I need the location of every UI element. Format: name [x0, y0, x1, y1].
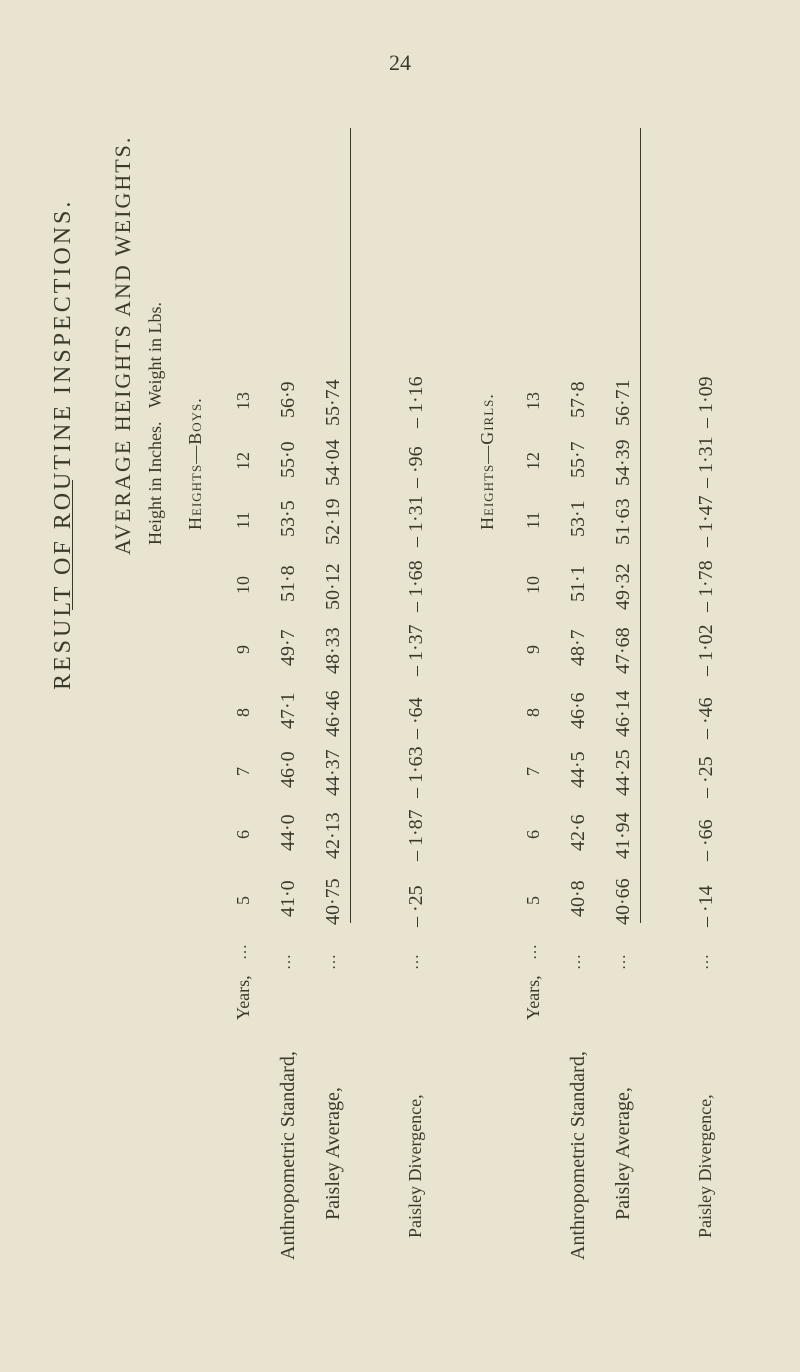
boys-anthro-7: 55·0: [277, 441, 300, 478]
boys-year-6: 11: [233, 512, 254, 529]
dots-years-boys: …: [233, 944, 251, 960]
girls-div-2: – ·25: [695, 756, 718, 798]
paisley-div-label-girls: Paisley Divergence,: [695, 1094, 716, 1238]
title-sub: AVERAGE HEIGHTS AND WEIGHTS.: [110, 136, 136, 555]
paisley-avg-label-boys: Paisley Average,: [322, 1087, 345, 1220]
boys-div-5: – 1·68: [405, 560, 428, 612]
boys-anthro-1: 44·0: [277, 814, 300, 851]
boys-div-7: – ·96: [405, 446, 428, 488]
dots-years-girls: …: [523, 944, 541, 960]
girls-div-7: – 1·31: [695, 436, 718, 488]
girls-divider: [640, 128, 641, 923]
boys-div-6: – 1·31: [405, 495, 428, 547]
girls-anthro-1: 42·6: [567, 814, 590, 851]
girls-div-4: – 1·02: [695, 624, 718, 676]
girls-avg-7: 54·39: [612, 439, 635, 486]
boys-divider: [350, 128, 351, 923]
boys-avg-7: 54·04: [322, 439, 345, 486]
boys-div-4: – 1·37: [405, 624, 428, 676]
boys-avg-5: 50·12: [322, 563, 345, 610]
girls-year-5: 10: [523, 576, 544, 594]
girls-year-8: 13: [523, 392, 544, 410]
girls-anthro-6: 53·1: [567, 500, 590, 537]
boys-year-1: 6: [233, 830, 254, 839]
girls-year-1: 6: [523, 830, 544, 839]
anthro-label-boys: Anthropometric Standard,: [277, 1051, 300, 1260]
dots-div-boys: …: [405, 954, 423, 970]
boys-year-7: 12: [233, 452, 254, 470]
girls-avg-3: 46·14: [612, 690, 635, 737]
girls-div-5: – 1·78: [695, 560, 718, 612]
paisley-avg-label-girls: Paisley Average,: [612, 1087, 635, 1220]
years-label-boys: Years,: [233, 975, 254, 1020]
boys-anthro-3: 47·1: [277, 692, 300, 729]
dots-avg-girls: …: [612, 954, 630, 970]
boys-anthro-0: 41·0: [277, 880, 300, 917]
boys-avg-1: 42·13: [322, 812, 345, 859]
girls-div-8: – 1·09: [695, 376, 718, 428]
paisley-div-label-boys: Paisley Divergence,: [405, 1094, 426, 1238]
boys-avg-8: 55·74: [322, 379, 345, 426]
girls-avg-5: 49·32: [612, 563, 635, 610]
girls-year-6: 11: [523, 512, 544, 529]
boys-year-5: 10: [233, 576, 254, 594]
dots-anthro-girls: …: [567, 954, 585, 970]
boys-avg-6: 52·19: [322, 498, 345, 545]
girls-year-4: 9: [523, 645, 544, 654]
girls-div-0: – ·14: [695, 885, 718, 927]
girls-div-3: – ·46: [695, 697, 718, 739]
boys-avg-3: 46·46: [322, 690, 345, 737]
boys-div-2: – 1·63: [405, 746, 428, 798]
boys-year-4: 9: [233, 645, 254, 654]
girls-anthro-2: 44·5: [567, 751, 590, 788]
boys-year-8: 13: [233, 392, 254, 410]
boys-anthro-4: 49·7: [277, 629, 300, 666]
girls-year-7: 12: [523, 452, 544, 470]
girls-anthro-8: 57·8: [567, 381, 590, 418]
boys-avg-4: 48·33: [322, 627, 345, 674]
heights-girls-label: Heights—Girls.: [477, 393, 498, 530]
girls-div-6: – 1·47: [695, 495, 718, 547]
boys-avg-0: 40·75: [322, 878, 345, 925]
boys-div-0: – ·25: [405, 885, 428, 927]
girls-avg-0: 40·66: [612, 878, 635, 925]
boys-year-3: 8: [233, 708, 254, 717]
title-weight-lbs: Weight in Lbs.: [145, 302, 166, 408]
girls-div-1: – ·66: [695, 819, 718, 861]
boys-div-8: – 1·16: [405, 376, 428, 428]
girls-anthro-4: 48·7: [567, 629, 590, 666]
dots-anthro-boys: …: [277, 954, 295, 970]
boys-anthro-5: 51·8: [277, 565, 300, 602]
boys-anthro-8: 56·9: [277, 381, 300, 418]
girls-anthro-7: 55·7: [567, 441, 590, 478]
girls-year-3: 8: [523, 708, 544, 717]
page-number: 24: [389, 50, 411, 76]
girls-year-2: 7: [523, 767, 544, 776]
girls-anthro-3: 46·6: [567, 692, 590, 729]
boys-div-3: – ·64: [405, 697, 428, 739]
dots-div-girls: …: [695, 954, 713, 970]
boys-avg-2: 44·37: [322, 749, 345, 796]
anthro-label-girls: Anthropometric Standard,: [567, 1051, 590, 1260]
title-divider: [72, 480, 73, 610]
boys-div-1: – 1·87: [405, 809, 428, 861]
girls-year-0: 5: [523, 896, 544, 905]
years-label-girls: Years,: [523, 975, 544, 1020]
dots-avg-boys: …: [322, 954, 340, 970]
boys-year-0: 5: [233, 896, 254, 905]
girls-anthro-5: 51·1: [567, 565, 590, 602]
girls-avg-8: 56·71: [612, 379, 635, 426]
girls-anthro-0: 40·8: [567, 880, 590, 917]
title-height-inches: Height in Inches.: [145, 422, 166, 545]
girls-avg-2: 44·25: [612, 749, 635, 796]
title-main: RESULT OF ROUTINE INSPECTIONS.: [50, 199, 77, 690]
girls-avg-6: 51·63: [612, 498, 635, 545]
boys-year-2: 7: [233, 767, 254, 776]
girls-avg-1: 41·94: [612, 812, 635, 859]
boys-anthro-2: 46·0: [277, 751, 300, 788]
girls-avg-4: 47·68: [612, 627, 635, 674]
boys-anthro-6: 53·5: [277, 500, 300, 537]
heights-boys-label: Heights—Boys.: [185, 397, 206, 530]
